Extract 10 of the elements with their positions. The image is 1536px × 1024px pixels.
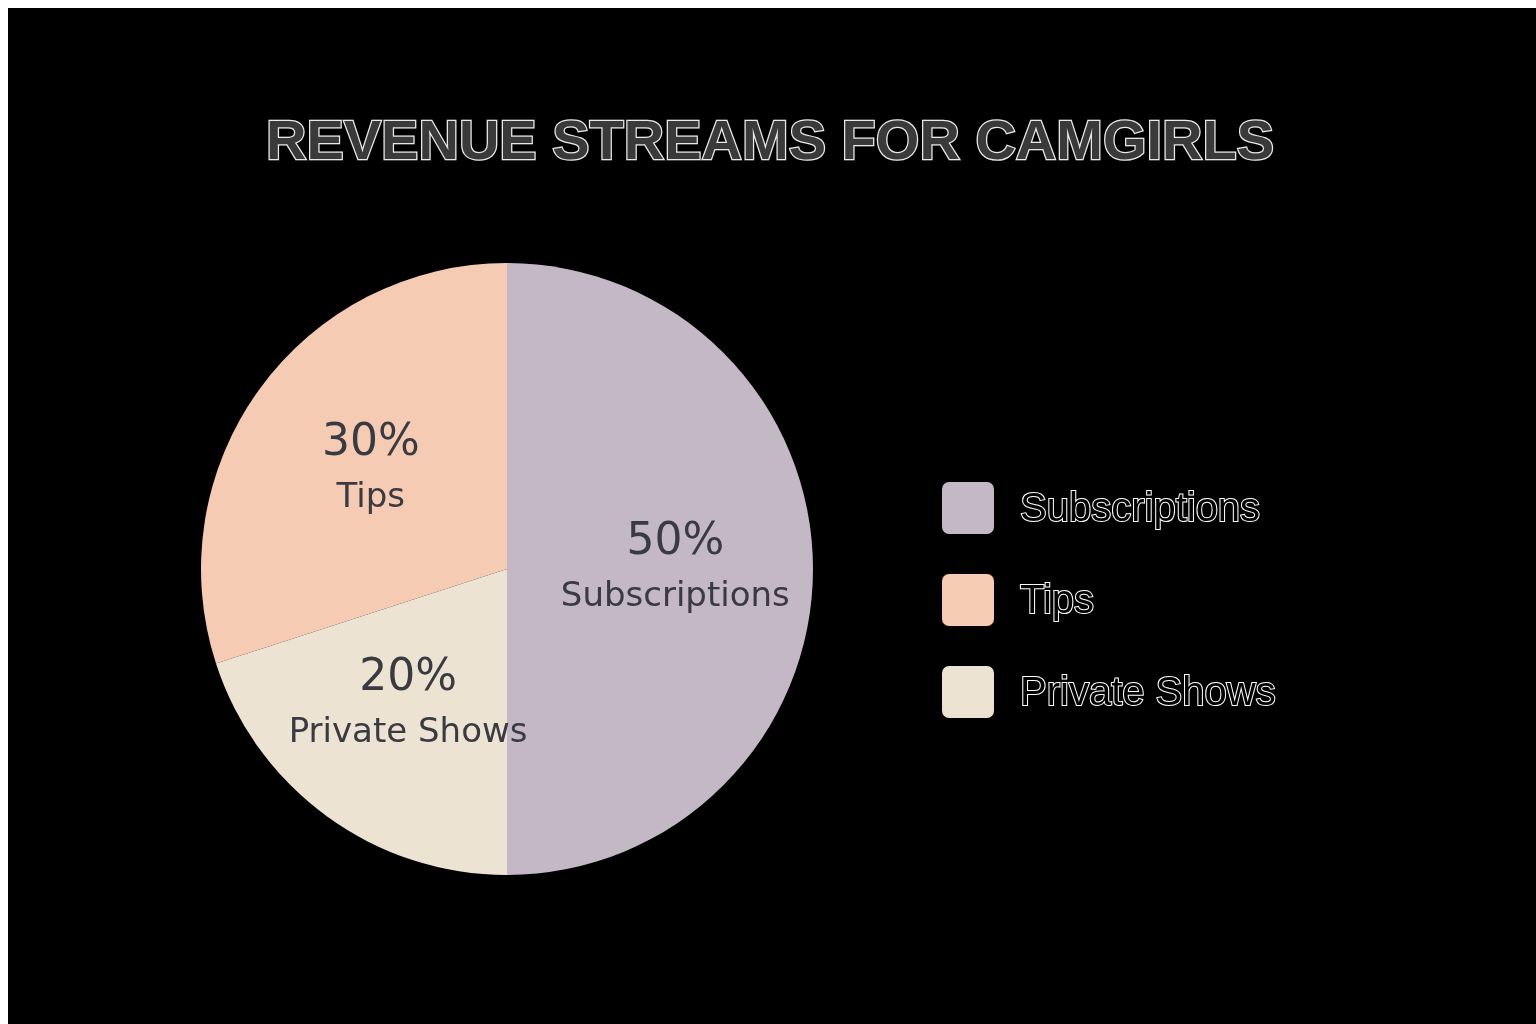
data-label: 20% — [359, 649, 457, 701]
slice-label: Subscriptions — [560, 573, 790, 614]
slice-label: Private Shows — [288, 709, 528, 750]
slice-label: Tips — [335, 474, 406, 515]
legend-label: Private Shows — [1020, 668, 1276, 713]
legend-label: Tips — [1020, 576, 1095, 621]
chart-title: REVENUE STREAMS FOR CAMGIRLS — [265, 107, 1275, 171]
data-label: 50% — [626, 513, 725, 564]
legend-label: Subscriptions — [1020, 484, 1261, 529]
data-label: 30% — [321, 414, 420, 466]
